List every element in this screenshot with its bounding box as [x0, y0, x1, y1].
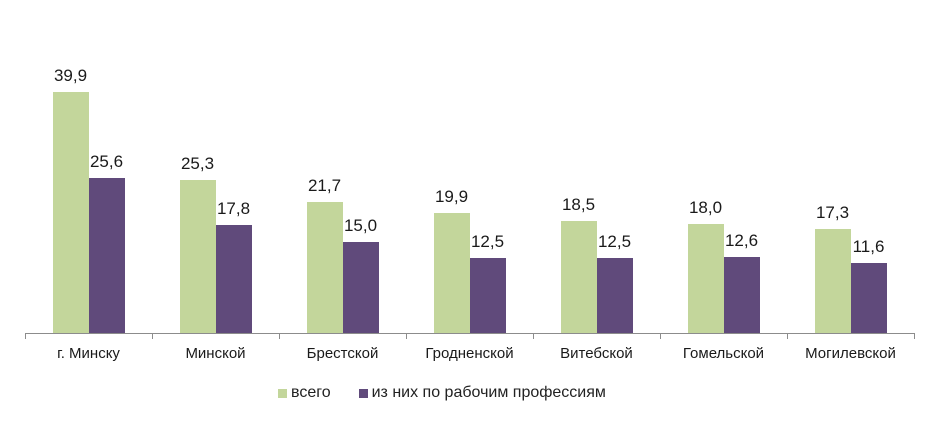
data-label: 12,5: [597, 231, 632, 251]
legend-swatch-workers: [358, 388, 368, 398]
bar-workers: [342, 242, 379, 333]
x-axis-tick: [787, 333, 788, 339]
bar-total: [52, 92, 89, 333]
x-axis-tick: [152, 333, 153, 339]
data-label: 21,7: [307, 175, 342, 195]
legend-item-total: всего: [278, 384, 331, 402]
legend-item-workers: из них по рабочим профессиям: [358, 384, 606, 402]
legend-label-total: всего: [291, 384, 331, 401]
category-label: Минской: [185, 345, 246, 362]
legend-swatch-total: [278, 388, 287, 398]
bar-workers: [596, 257, 633, 333]
bar-workers: [723, 256, 760, 333]
bar-total: [433, 212, 470, 333]
x-axis-tick: [660, 333, 661, 339]
data-label: 18,0: [688, 198, 723, 218]
category-label: г. Минску: [57, 345, 120, 362]
data-label: 17,8: [216, 199, 251, 219]
data-label: 11,6: [852, 236, 885, 256]
x-axis-tick: [533, 333, 534, 339]
category-label: Витебской: [560, 345, 633, 362]
legend-label-workers: из них по рабочим профессиям: [371, 384, 606, 401]
bar-workers: [215, 225, 252, 333]
legend: всего из них по рабочим профессиям: [278, 384, 634, 402]
data-label: 17,3: [815, 202, 850, 222]
category-label: Брестской: [306, 345, 379, 362]
bar-total: [814, 228, 851, 333]
data-label: 15,0: [343, 216, 378, 236]
data-label: 25,6: [89, 152, 124, 172]
bar-total: [306, 201, 343, 333]
data-label: 12,6: [724, 230, 759, 250]
category-label: Гродненской: [425, 345, 514, 362]
bar-workers: [850, 262, 887, 333]
bar-workers: [469, 257, 506, 333]
x-axis-tick: [914, 333, 915, 339]
bar-total: [687, 224, 724, 333]
data-label: 18,5: [561, 195, 596, 215]
data-label: 25,3: [180, 154, 215, 174]
data-label: 12,5: [470, 231, 505, 251]
x-axis-tick: [279, 333, 280, 339]
x-axis-tick: [406, 333, 407, 339]
x-axis-tick: [25, 333, 26, 339]
data-label: 19,9: [434, 186, 469, 206]
category-label: Могилевской: [805, 345, 896, 362]
data-label: 39,9: [53, 66, 88, 85]
x-axis: [25, 333, 914, 334]
bar-total: [560, 221, 597, 333]
bar-total: [179, 180, 216, 333]
category-label: Гомельской: [682, 345, 765, 362]
bar-workers: [88, 178, 125, 333]
